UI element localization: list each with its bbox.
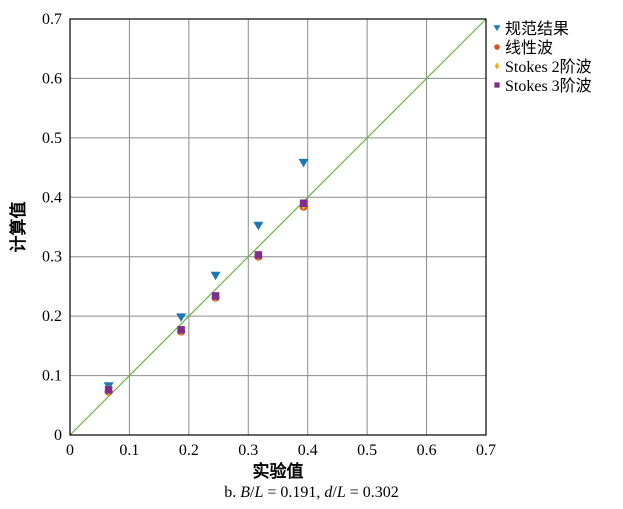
legend-marker-4 <box>494 82 500 88</box>
reference-line <box>69 18 487 436</box>
y-tick-label: 0.4 <box>42 189 62 206</box>
data-point-series-4 <box>177 326 185 334</box>
caption-var-d: d <box>324 484 333 501</box>
x-tick-label: 0.3 <box>238 442 258 459</box>
data-markers <box>103 158 309 396</box>
caption-slash-1: / <box>250 484 255 501</box>
y-axis-title: 计算值 <box>8 202 29 253</box>
x-tick-label: 0.2 <box>179 442 199 459</box>
x-tick-label: 0.7 <box>476 442 496 459</box>
y-tick-label: 0.7 <box>42 11 62 28</box>
x-tick-label: 0.1 <box>119 442 139 459</box>
y-tick-label: 0.1 <box>42 368 62 385</box>
legend-marker-2 <box>494 44 500 50</box>
caption-var-l1: L <box>254 484 264 501</box>
data-point-series-4 <box>211 292 220 300</box>
legend-label-4: Stokes 3阶波 <box>505 77 592 95</box>
x-tick-label: 0 <box>66 442 74 459</box>
data-point-series-1 <box>298 158 309 168</box>
x-tick-label: 0.6 <box>417 442 437 459</box>
data-point-series-1 <box>253 221 264 231</box>
y-tick-label: 0.3 <box>42 249 62 266</box>
axes: 0 0.1 0.2 0.3 0.4 0.5 0.6 0.7 0 0.1 0.2 0.3 0.4 0.5 0.… <box>8 11 496 480</box>
caption-slash-2: / <box>332 484 337 501</box>
caption-value-1: = 0.191, <box>263 484 325 501</box>
caption-value-2: = 0.302 <box>345 484 399 501</box>
legend-marker-3 <box>494 62 500 70</box>
legend-label-3: Stokes 2阶波 <box>505 58 592 76</box>
legend-label-1: 规范结果 <box>505 20 569 38</box>
chart-plot: 0 0.1 0.2 0.3 0.4 0.5 0.6 0.7 0 0.1 0.2 0.3 0.4 0.5 0.… <box>8 11 592 480</box>
y-tick-label: 0.5 <box>42 130 62 147</box>
x-tick-label: 0.5 <box>357 442 377 459</box>
caption-var-b: B <box>240 484 250 501</box>
data-point-series-1 <box>210 271 221 281</box>
legend-label-2: 线性波 <box>505 39 553 57</box>
x-axis-title: 实验值 <box>253 461 304 480</box>
y-tick-label: 0 <box>54 427 62 444</box>
y-tick-label: 0.2 <box>42 308 62 325</box>
reference-line-layer <box>69 18 487 436</box>
plot-frame <box>69 18 487 436</box>
data-point-series-4 <box>299 199 308 207</box>
data-point-series-4 <box>254 251 263 259</box>
caption-prefix: b. <box>224 484 241 501</box>
legend-marker-1 <box>493 25 501 32</box>
caption-var-l2: L <box>336 484 346 501</box>
y-tick-label: 0.6 <box>42 70 62 87</box>
x-tick-label: 0.4 <box>298 442 318 459</box>
grid-lines <box>70 19 486 435</box>
data-point-series-1 <box>176 313 187 322</box>
data-point-series-4 <box>104 386 113 394</box>
figure-caption: b. B/L = 0.191, d/L = 0.302 <box>0 484 623 506</box>
